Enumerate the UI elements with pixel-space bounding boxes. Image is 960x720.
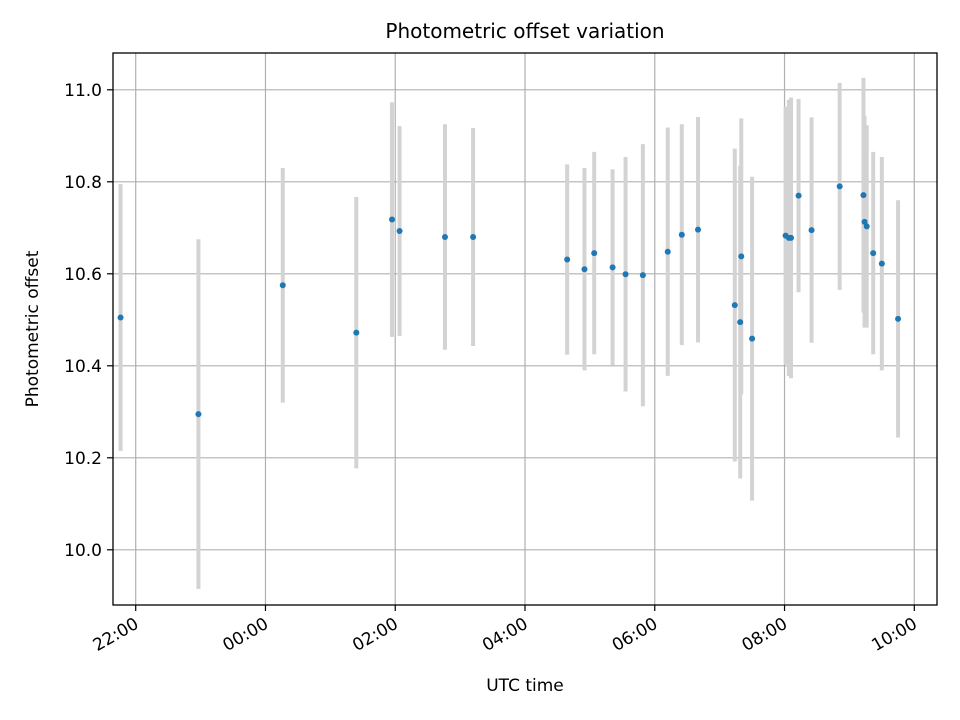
data-point <box>591 250 598 257</box>
data-point <box>622 271 629 278</box>
chart-title: Photometric offset variation <box>385 19 664 43</box>
data-point <box>695 226 702 233</box>
data-point <box>639 272 646 279</box>
data-point <box>788 234 795 241</box>
data-point <box>609 264 616 271</box>
y-tick-label: 10.4 <box>64 357 102 377</box>
data-point <box>836 183 843 190</box>
data-point <box>895 315 902 322</box>
data-point <box>808 227 815 234</box>
data-point <box>279 282 286 289</box>
y-tick-label: 10.0 <box>64 541 102 561</box>
y-tick-label: 10.6 <box>64 265 102 285</box>
data-point <box>795 192 802 199</box>
data-point <box>738 253 745 260</box>
y-tick-label: 10.2 <box>64 449 102 469</box>
y-tick-label: 11.0 <box>64 81 102 101</box>
data-point <box>678 231 685 238</box>
data-point <box>396 228 403 235</box>
data-point <box>195 411 202 418</box>
y-tick-label: 10.8 <box>64 173 102 193</box>
data-point <box>861 218 868 225</box>
data-point <box>664 248 671 255</box>
y-axis-label: Photometric offset <box>23 250 43 407</box>
data-point <box>117 314 124 321</box>
x-axis-label: UTC time <box>486 676 564 696</box>
data-point <box>441 234 448 240</box>
data-point <box>388 216 395 223</box>
data-point <box>581 266 588 273</box>
data-point <box>863 223 870 230</box>
data-point <box>878 260 885 267</box>
data-point <box>737 319 744 326</box>
data-point <box>749 335 756 342</box>
y-axis: 10.0 10.2 10.4 10.6 10.8 11.0 <box>64 81 113 561</box>
data-point <box>353 329 360 336</box>
data-point <box>731 302 738 309</box>
data-points <box>117 183 902 418</box>
data-point <box>860 192 867 199</box>
data-point <box>564 256 571 263</box>
data-point <box>870 250 877 257</box>
data-point <box>470 234 477 240</box>
